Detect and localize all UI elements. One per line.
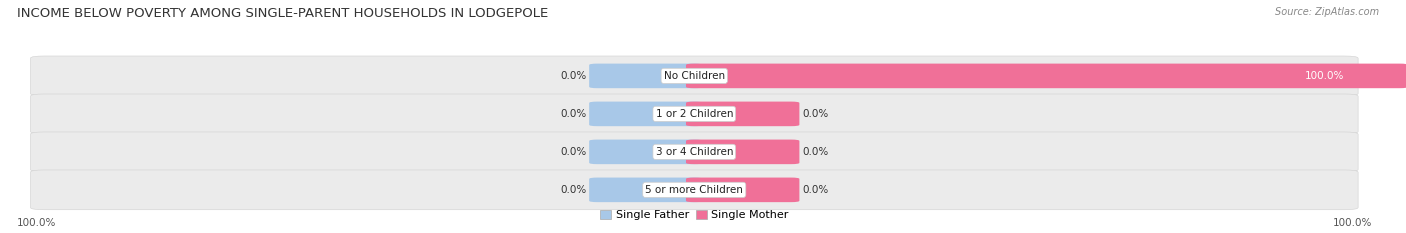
- Legend: Single Father, Single Mother: Single Father, Single Mother: [596, 206, 793, 225]
- Text: 0.0%: 0.0%: [803, 185, 828, 195]
- Text: 0.0%: 0.0%: [560, 185, 586, 195]
- Text: No Children: No Children: [664, 71, 725, 81]
- Text: 0.0%: 0.0%: [560, 71, 586, 81]
- Text: 0.0%: 0.0%: [560, 109, 586, 119]
- FancyBboxPatch shape: [31, 170, 1358, 210]
- Text: 100.0%: 100.0%: [17, 218, 56, 228]
- FancyBboxPatch shape: [31, 94, 1358, 134]
- FancyBboxPatch shape: [686, 102, 800, 126]
- Text: 100.0%: 100.0%: [1333, 218, 1372, 228]
- FancyBboxPatch shape: [686, 64, 1406, 88]
- Text: 1 or 2 Children: 1 or 2 Children: [655, 109, 733, 119]
- Text: INCOME BELOW POVERTY AMONG SINGLE-PARENT HOUSEHOLDS IN LODGEPOLE: INCOME BELOW POVERTY AMONG SINGLE-PARENT…: [17, 7, 548, 20]
- Text: 5 or more Children: 5 or more Children: [645, 185, 744, 195]
- FancyBboxPatch shape: [589, 64, 703, 88]
- FancyBboxPatch shape: [686, 178, 800, 202]
- Text: 0.0%: 0.0%: [803, 109, 828, 119]
- FancyBboxPatch shape: [31, 56, 1358, 96]
- Text: 0.0%: 0.0%: [803, 147, 828, 157]
- Text: 3 or 4 Children: 3 or 4 Children: [655, 147, 733, 157]
- FancyBboxPatch shape: [686, 140, 800, 164]
- FancyBboxPatch shape: [589, 102, 703, 126]
- FancyBboxPatch shape: [31, 132, 1358, 172]
- Text: 100.0%: 100.0%: [1305, 71, 1344, 81]
- Text: 0.0%: 0.0%: [560, 147, 586, 157]
- FancyBboxPatch shape: [589, 140, 703, 164]
- Text: Source: ZipAtlas.com: Source: ZipAtlas.com: [1275, 7, 1379, 17]
- FancyBboxPatch shape: [589, 178, 703, 202]
